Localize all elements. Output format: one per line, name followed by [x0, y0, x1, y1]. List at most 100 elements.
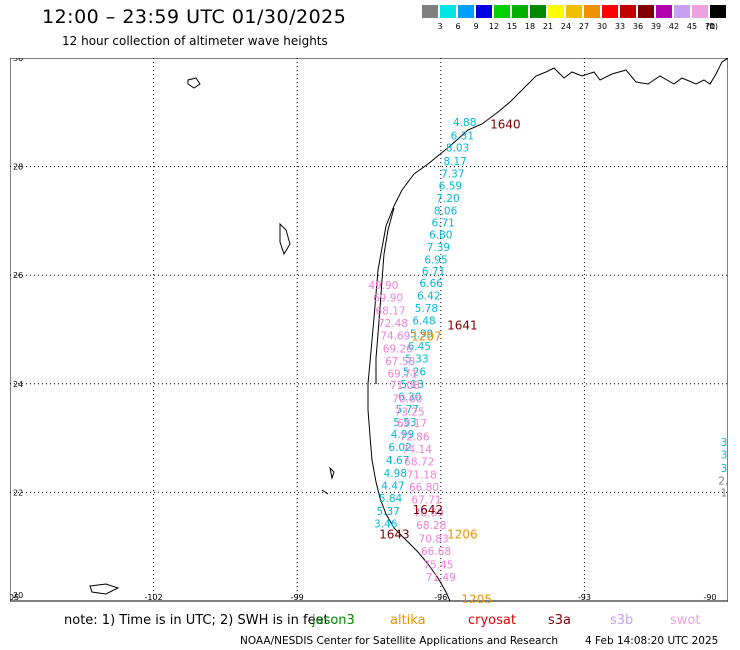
scale-swatch: [692, 5, 708, 18]
latitude-label: 28: [13, 163, 23, 172]
scale-tick-label: 6: [455, 22, 461, 31]
wave-height-value: 6.31: [451, 130, 474, 142]
wave-height-value: 4.98: [384, 468, 407, 480]
longitude-label: -96: [434, 593, 447, 602]
satellite-legend-altika: altika: [390, 613, 426, 628]
wave-height-value: 69.26: [383, 343, 413, 355]
wave-height-value: 73.25: [395, 406, 425, 418]
wave-height-value: 69.17: [397, 418, 427, 430]
wave-height-value: 4.99: [391, 429, 414, 441]
wave-height-value: 3.: [721, 437, 728, 449]
wave-height-value: 70.83: [419, 533, 449, 545]
footnote: note: 1) Time is in UTC; 2) SWH is in fe…: [64, 613, 329, 628]
graticule-grid: [10, 58, 728, 601]
longitude-label: -105: [10, 593, 19, 602]
wave-height-value: 6.02: [388, 442, 411, 454]
scale-swatch: [656, 5, 672, 18]
scale-swatch: [422, 5, 438, 18]
wave-height-value: 3.: [721, 463, 728, 475]
wave-height-value: 49.90: [368, 280, 398, 292]
map-frame: [10, 58, 728, 602]
wave-height-value: 8.03: [446, 142, 469, 154]
scale-tick-label: 33: [614, 22, 626, 31]
color-scale-legend: (ft) 3 6 9 12 15 18 21 24 27 30 33 36 39 42 45 70: [422, 5, 728, 35]
scale-swatch: [674, 5, 690, 18]
scale-swatch: [620, 5, 636, 18]
satellite-legend-jason3: jason3: [312, 613, 355, 628]
wave-height-value: 4.47: [381, 481, 404, 493]
wave-height-value: 5.84: [379, 493, 403, 505]
longitude-label: -90: [703, 593, 716, 602]
satellite-legend-s3a: s3a: [548, 613, 572, 628]
wave-height-value: 6.71: [422, 266, 445, 278]
wave-height-value: 8.17: [443, 156, 466, 168]
scale-swatch: [584, 5, 600, 18]
scale-swatch: [602, 5, 618, 18]
wave-height-value: 66.80: [409, 482, 439, 494]
wave-height-value: 2.: [718, 475, 728, 487]
scale-tick-label: 27: [578, 22, 590, 31]
scale-tick-label: 70: [704, 22, 716, 31]
scale-tick-label: 21: [542, 22, 554, 31]
island-3: [89, 583, 120, 595]
axis-labels: 30 28 26 24 22 20-105 -102 -99 -96 -93 -90: [10, 58, 717, 602]
island-1: [187, 77, 201, 89]
wave-height-value: 68.28: [416, 520, 446, 532]
scale-tick-label: 45: [686, 22, 698, 31]
wave-height-value: 72.48: [378, 318, 408, 330]
texas-mexico-coastline: [367, 58, 728, 602]
wave-height-value: 67.58: [385, 356, 415, 368]
wave-height-value: 69.71: [387, 368, 417, 380]
scale-tick-label: 42: [668, 22, 680, 31]
wave-height-value: 5.26: [403, 367, 427, 379]
wave-height-value: 71.18: [407, 469, 437, 481]
scale-tick-label: 36: [632, 22, 644, 31]
barrier-island: [375, 207, 395, 384]
pass-time-label: 1207: [411, 329, 442, 343]
credit-line: NOAA/NESDIS Center for Satellite Applica…: [240, 635, 558, 647]
pass-time-label: 1641: [447, 319, 478, 333]
pass-time-label: 1205: [461, 593, 492, 603]
latitude-label: 26: [13, 271, 23, 280]
wave-height-value: 74.69: [380, 330, 410, 342]
wave-height-value: 5.33: [405, 354, 428, 366]
scale-tick-label: 15: [506, 22, 518, 31]
scale-swatch: [494, 5, 510, 18]
longitude-label: -93: [578, 593, 591, 602]
scale-tick-label: 12: [488, 22, 500, 31]
wave-height-value: 5.99: [410, 329, 433, 341]
wave-height-value: 66.68: [421, 546, 451, 558]
satellite-legend-s3b: s3b: [610, 613, 634, 628]
map-title: 12:00 – 23:59 UTC 01/30/2025: [42, 6, 347, 28]
scale-swatch: [458, 5, 474, 18]
wave-height-value: 6.30: [398, 392, 421, 404]
scale-swatch: [476, 5, 492, 18]
scale-tick-label: 18: [524, 22, 536, 31]
scale-swatch: [566, 5, 582, 18]
wave-height-value: 67.71: [411, 494, 441, 506]
generated-timestamp: 4 Feb 14:08:20 UTC 2025: [585, 635, 719, 647]
longitude-label: -99: [291, 593, 304, 602]
wave-height-value: 6.42: [417, 291, 440, 303]
wave-height-value: 6.95: [424, 254, 447, 266]
wave-height-value: 5.53: [393, 417, 416, 429]
wave-height-value: 6.45: [408, 341, 431, 353]
wave-height-value: 3.46: [374, 519, 398, 531]
scale-tick-label: 24: [560, 22, 572, 31]
scale-unit: (ft): [706, 22, 719, 31]
latitude-label: 22: [13, 488, 23, 497]
longitude-label: -102: [145, 593, 163, 602]
latitude-label: 30: [13, 58, 23, 63]
wave-height-value: 69.90: [373, 292, 403, 304]
wave-height-value: 70.69: [414, 507, 444, 519]
map-subtitle: 12 hour collection of altimeter wave hei…: [62, 34, 328, 48]
pass-time-label: 1206: [447, 528, 478, 542]
wave-height-value: 70.60: [392, 393, 422, 405]
wave-height-value: 68.17: [376, 305, 406, 317]
wave-height-value: 7.39: [427, 242, 450, 254]
wave-height-value: 75.45: [423, 559, 453, 571]
wave-height-value: 5.77: [396, 404, 419, 416]
scale-swatch: [530, 5, 546, 18]
island-4: [321, 466, 335, 495]
